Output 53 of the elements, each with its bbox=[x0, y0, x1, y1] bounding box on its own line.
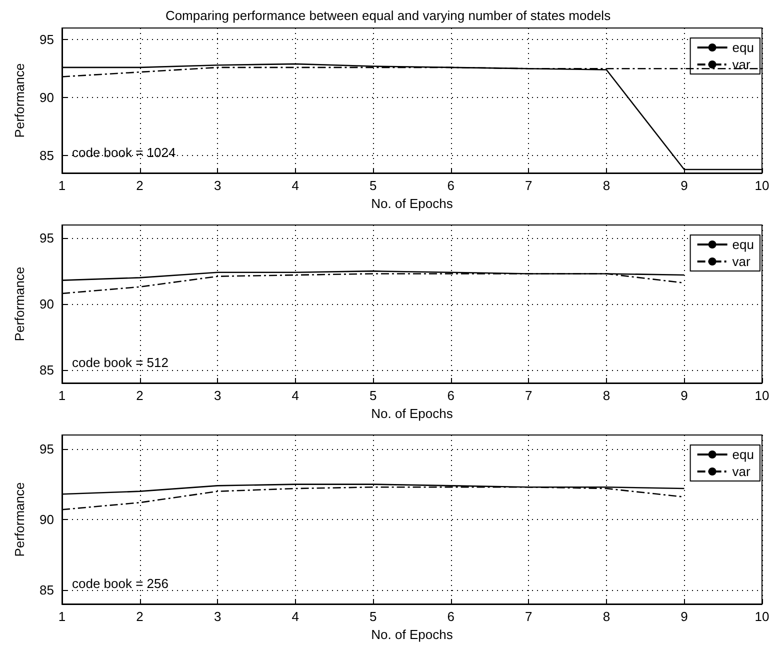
legend-label: var bbox=[732, 464, 752, 479]
x-tick-label: 2 bbox=[136, 388, 144, 403]
chart-title: Comparing performance between equal and varying number of states models bbox=[165, 8, 612, 23]
x-tick-label: 3 bbox=[214, 178, 222, 193]
x-tick-label: 10 bbox=[754, 178, 770, 193]
y-axis-title: Performance bbox=[12, 266, 27, 342]
y-tick-label: 90 bbox=[40, 512, 54, 527]
legend-label: equ bbox=[732, 447, 754, 462]
y-tick-label: 95 bbox=[40, 32, 54, 48]
annotation: code book = 1024 bbox=[72, 145, 176, 160]
y-axis-title: Performance bbox=[12, 63, 27, 138]
y-tick-label: 85 bbox=[40, 582, 54, 598]
x-tick-label: 5 bbox=[369, 388, 377, 403]
legend-label: equ bbox=[732, 40, 754, 55]
x-tick-label: 6 bbox=[447, 178, 455, 193]
legend-label: var bbox=[732, 254, 752, 269]
x-tick-label: 9 bbox=[680, 178, 688, 193]
y-axis-title: Performance bbox=[12, 482, 27, 557]
legend-label: equ bbox=[732, 237, 754, 252]
x-tick-label: 1 bbox=[58, 388, 66, 403]
x-tick-label: 6 bbox=[447, 388, 455, 403]
y-tick-label: 90 bbox=[40, 296, 54, 312]
x-tick-label: 7 bbox=[525, 178, 532, 193]
x-tick-label: 7 bbox=[525, 609, 532, 624]
x-tick-label: 10 bbox=[754, 609, 770, 624]
y-tick-label: 85 bbox=[40, 148, 54, 164]
x-tick-label: 9 bbox=[680, 388, 688, 403]
x-tick-label: 2 bbox=[136, 178, 144, 193]
x-tick-label: 9 bbox=[680, 609, 688, 624]
x-tick-label: 10 bbox=[754, 388, 770, 403]
x-tick-label: 8 bbox=[602, 178, 610, 193]
y-tick-label: 95 bbox=[40, 442, 54, 457]
x-axis-title: No. of Epochs bbox=[371, 406, 454, 421]
x-tick-label: 4 bbox=[292, 388, 299, 403]
x-tick-label: 8 bbox=[602, 609, 610, 624]
x-tick-label: 5 bbox=[369, 178, 377, 193]
annotation: code book = 512 bbox=[72, 355, 168, 370]
x-tick-label: 3 bbox=[214, 609, 222, 624]
x-axis-title: No. of Epochs bbox=[371, 626, 454, 642]
x-tick-label: 3 bbox=[214, 388, 222, 403]
y-tick-label: 90 bbox=[40, 90, 54, 106]
x-tick-label: 7 bbox=[525, 388, 532, 403]
x-tick-label: 6 bbox=[447, 609, 455, 624]
y-tick-label: 95 bbox=[40, 230, 54, 246]
x-tick-label: 5 bbox=[369, 609, 377, 624]
x-tick-label: 8 bbox=[602, 388, 610, 403]
x-tick-label: 1 bbox=[58, 609, 66, 624]
x-axis-title: No. of Epochs bbox=[371, 196, 454, 211]
x-tick-label: 4 bbox=[292, 609, 299, 624]
x-tick-label: 2 bbox=[136, 609, 144, 624]
y-tick-label: 85 bbox=[40, 362, 54, 378]
x-tick-label: 4 bbox=[292, 178, 299, 193]
x-tick-label: 1 bbox=[58, 178, 66, 193]
